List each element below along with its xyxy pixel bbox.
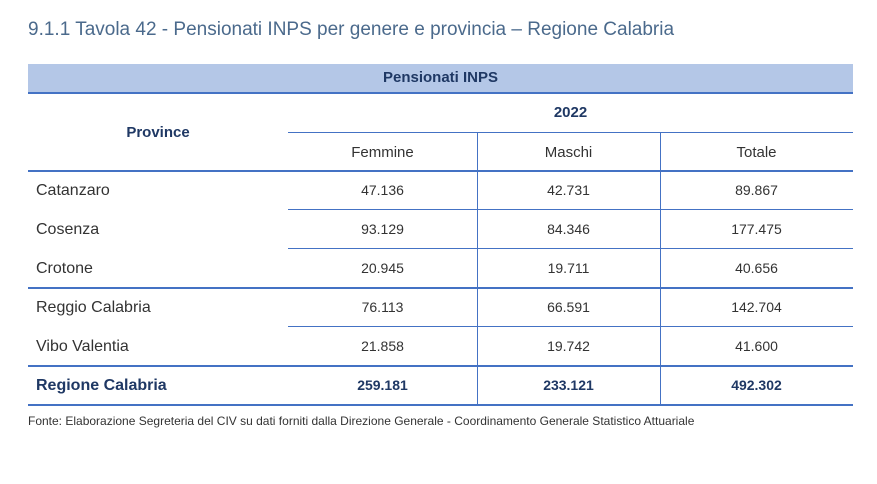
row-divider	[288, 326, 853, 327]
province-name: Cosenza	[36, 221, 100, 238]
total-label: Regione Calabria	[36, 377, 167, 394]
row-divider	[28, 287, 853, 289]
province-name: Vibo Valentia	[36, 338, 129, 355]
footnote: Fonte: Elaborazione Segreteria del CIV s…	[28, 414, 695, 428]
value-cell: 40.656	[735, 260, 778, 276]
value-cell: 142.704	[731, 299, 782, 315]
value-cell: 42.731	[547, 182, 590, 198]
value-cell: 66.591	[547, 299, 590, 315]
province-name: Catanzaro	[36, 182, 110, 199]
divider	[288, 132, 853, 133]
row-divider	[28, 404, 853, 406]
row-divider	[28, 170, 853, 172]
value-cell: 19.711	[547, 260, 590, 276]
value-cell: 84.346	[547, 221, 590, 237]
value-cell: 233.121	[543, 377, 594, 393]
province-header: Province	[126, 124, 190, 141]
value-cell: 20.945	[361, 260, 404, 276]
column-divider	[477, 132, 478, 405]
value-cell: 93.129	[361, 221, 404, 237]
col-header-totale: Totale	[736, 144, 777, 161]
value-cell: 41.600	[735, 338, 778, 354]
row-divider	[288, 209, 853, 210]
value-cell: 47.136	[361, 182, 404, 198]
column-divider	[660, 132, 661, 405]
col-header-femmine: Femmine	[351, 144, 414, 161]
value-cell: 21.858	[361, 338, 404, 354]
value-cell: 492.302	[731, 377, 782, 393]
year-header: 2022	[553, 104, 588, 121]
province-name: Crotone	[36, 260, 93, 277]
row-divider	[288, 248, 853, 249]
value-cell: 177.475	[731, 221, 782, 237]
value-cell: 259.181	[357, 377, 408, 393]
table-band-header: Pensionati INPS	[28, 64, 853, 94]
value-cell: 76.113	[361, 299, 404, 315]
province-name: Reggio Calabria	[36, 299, 151, 316]
col-header-maschi: Maschi	[544, 144, 593, 161]
value-cell: 19.742	[547, 338, 590, 354]
row-divider	[28, 365, 853, 367]
table-title: 9.1.1 Tavola 42 - Pensionati INPS per ge…	[28, 19, 675, 40]
value-cell: 89.867	[735, 182, 778, 198]
